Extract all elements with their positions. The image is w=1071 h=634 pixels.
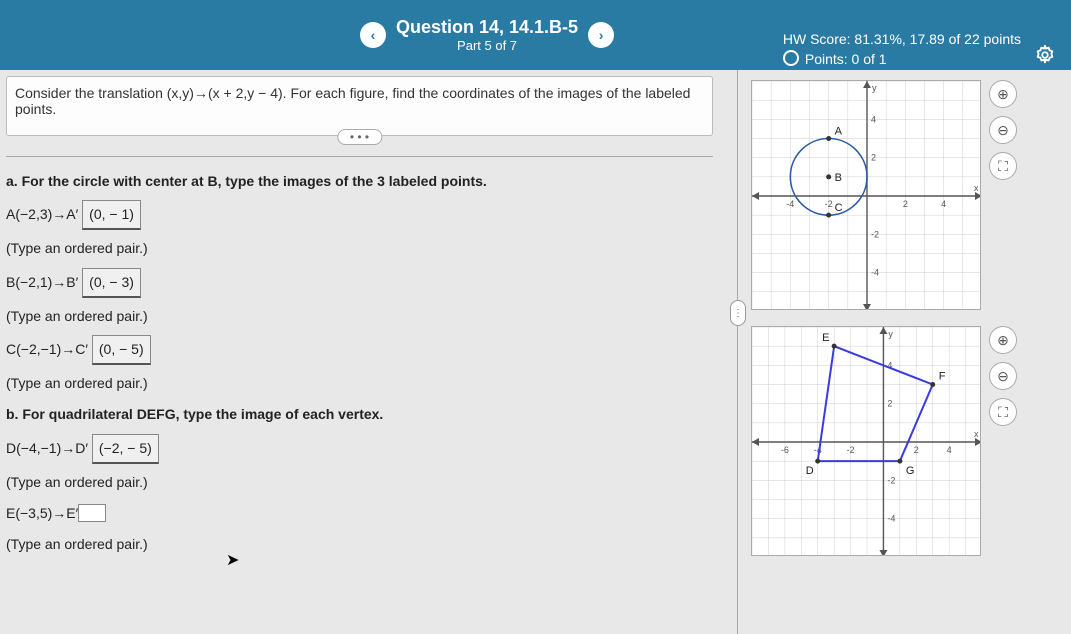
svg-text:2: 2 [914, 445, 919, 455]
graph-circle: -4 -2 2 4 -4 -2 2 4 x y B A C [751, 80, 981, 310]
svg-text:-4: -4 [871, 268, 879, 278]
points: Points: 0 of 1 [783, 50, 1021, 70]
svg-text:2: 2 [887, 399, 892, 409]
question-title: Question 14, 14.1.B-5 [396, 17, 578, 38]
line-a-pre: A(−2,3)→A′ [6, 206, 82, 222]
svg-text:-2: -2 [871, 229, 879, 239]
question-panel: Consider the translation (x,y)→(x + 2,y … [0, 70, 733, 634]
svg-text:x: x [974, 429, 979, 439]
prev-question-button[interactable]: ‹ [360, 22, 386, 48]
next-question-button[interactable]: › [588, 22, 614, 48]
part-a-prompt: a. For the circle with center at B, type… [6, 173, 487, 189]
answer-b[interactable]: (0, − 3) [82, 268, 141, 298]
graph-quad: -6-4-224-4-224xyDEFG [751, 326, 981, 556]
svg-text:-6: -6 [781, 445, 789, 455]
zoom-in-button[interactable]: ⊕ [989, 80, 1017, 108]
svg-text:-2: -2 [825, 199, 833, 209]
panel-separator: ⋮ [737, 70, 747, 634]
svg-text:B: B [835, 172, 842, 184]
hint-d: (Type an ordered pair.) [6, 470, 713, 495]
svg-text:2: 2 [871, 153, 876, 163]
svg-text:x: x [974, 183, 979, 193]
svg-text:2: 2 [903, 199, 908, 209]
line-c-pre: C(−2,−1)→C′ [6, 341, 92, 357]
answer-e-input[interactable] [78, 504, 106, 522]
svg-text:4: 4 [941, 199, 946, 209]
part-b-prompt: b. For quadrilateral DEFG, type the imag… [6, 406, 383, 422]
hint-c: (Type an ordered pair.) [6, 371, 713, 396]
answer-d[interactable]: (−2, − 5) [92, 434, 159, 464]
expand-button-2[interactable]: ⛶ [989, 398, 1017, 426]
line-d-pre: D(−4,−1)→D′ [6, 440, 92, 456]
answer-a[interactable]: (0, − 1) [82, 200, 141, 230]
svg-text:A: A [835, 126, 843, 138]
score-block: HW Score: 81.31%, 17.89 of 22 points Poi… [783, 30, 1021, 69]
hint-b: (Type an ordered pair.) [6, 304, 713, 329]
svg-text:-4: -4 [786, 199, 794, 209]
svg-text:E: E [822, 332, 829, 344]
header-bar: ‹ Question 14, 14.1.B-5 Part 5 of 7 › HW… [0, 0, 1071, 70]
divider [6, 156, 713, 157]
svg-text:F: F [939, 371, 946, 383]
svg-text:y: y [872, 83, 877, 93]
zoom-out-button-2[interactable]: ⊖ [989, 362, 1017, 390]
answer-c[interactable]: (0, − 5) [92, 335, 151, 365]
svg-text:-2: -2 [887, 475, 895, 485]
zoom-in-button-2[interactable]: ⊕ [989, 326, 1017, 354]
svg-text:-2: -2 [847, 445, 855, 455]
svg-text:y: y [888, 329, 893, 339]
svg-text:-4: -4 [887, 514, 895, 524]
zoom-out-button[interactable]: ⊖ [989, 116, 1017, 144]
hw-score: HW Score: 81.31%, 17.89 of 22 points [783, 30, 1021, 50]
question-part: Part 5 of 7 [396, 38, 578, 53]
svg-text:D: D [806, 465, 814, 477]
line-b-pre: B(−2,1)→B′ [6, 274, 82, 290]
details-toggle[interactable]: • • • [337, 129, 382, 145]
svg-text:4: 4 [871, 114, 876, 124]
intro-box: Consider the translation (x,y)→(x + 2,y … [6, 76, 713, 136]
svg-text:G: G [906, 465, 915, 477]
intro-text: Consider the translation (x,y)→(x + 2,y … [15, 85, 690, 117]
gear-icon[interactable] [1034, 44, 1056, 66]
graphs-panel: -4 -2 2 4 -4 -2 2 4 x y B A C ⊕ ⊖ ⛶ -6 -4 -2 2 4 -4 -2 2 4 x y… [751, 70, 1071, 634]
svg-text:4: 4 [947, 445, 952, 455]
line-e-pre: E(−3,5)→E′ [6, 505, 78, 521]
separator-handle[interactable]: ⋮ [730, 300, 746, 326]
expand-button[interactable]: ⛶ [989, 152, 1017, 180]
hint-a: (Type an ordered pair.) [6, 236, 713, 261]
hint-e: (Type an ordered pair.) [6, 532, 713, 557]
svg-text:C: C [835, 202, 843, 214]
